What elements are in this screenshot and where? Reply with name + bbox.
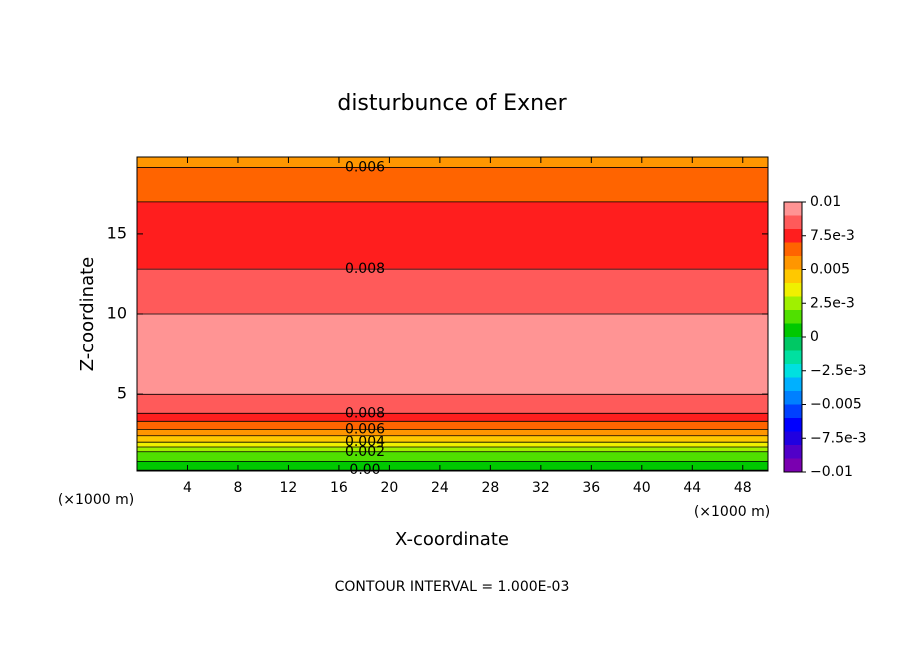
colorbar-tick-label: 0.005 <box>810 262 850 278</box>
contour-label: 0.008 <box>345 405 385 421</box>
colorbar-swatch <box>784 445 802 459</box>
contour-label: 0.008 <box>345 261 385 277</box>
contour-label: 0.00 <box>349 462 380 478</box>
colorbar-tick-label: 7.5e-3 <box>810 228 855 244</box>
x-tick-label: 24 <box>431 480 449 496</box>
colorbar-swatch <box>784 242 802 256</box>
x-unit: (×1000 m) <box>694 504 770 520</box>
contour-label: 0.004 <box>345 434 385 450</box>
contour-band <box>137 442 768 447</box>
colorbar-swatch <box>784 296 802 310</box>
colorbar-swatch <box>784 283 802 297</box>
colorbar-swatch <box>784 229 802 243</box>
contour-band <box>137 313 768 395</box>
contour-label: 0.002 <box>345 444 385 460</box>
contour-band <box>137 394 768 414</box>
contour-label: 0.006 <box>345 421 385 437</box>
footer: CONTOUR INTERVAL = 1.000E-03 <box>335 579 570 595</box>
colorbar-swatch <box>784 256 802 270</box>
contour-band <box>137 157 768 168</box>
colorbar-swatch <box>784 323 802 337</box>
colorbar-swatch <box>784 337 802 351</box>
x-unit: (×1000 m) <box>58 492 134 508</box>
x-tick-label: 16 <box>330 480 348 496</box>
colorbar-swatch <box>784 202 802 216</box>
x-tick-label: 48 <box>734 480 752 496</box>
contour-band <box>137 461 768 471</box>
colorbar-swatch <box>784 350 802 364</box>
colorbar-tick-label: 2.5e-3 <box>810 295 855 311</box>
colorbar-swatch <box>784 377 802 391</box>
colorbar-swatch <box>784 418 802 432</box>
contour-band <box>137 429 768 436</box>
x-tick-label: 44 <box>683 480 701 496</box>
contour-band <box>137 201 768 269</box>
x-tick-label: 4 <box>183 480 192 496</box>
colorbar-swatch <box>784 391 802 405</box>
contour-band <box>137 446 768 452</box>
chart-title: disturbunce of Exner <box>337 91 567 116</box>
colorbar-swatch <box>784 215 802 229</box>
colorbar-tick-label: 0.01 <box>810 194 841 210</box>
colorbar-tick-label: 0 <box>810 329 819 345</box>
colorbar-tick-label: −7.5e-3 <box>810 430 867 446</box>
contour-band <box>137 268 768 314</box>
contour-band <box>137 421 768 430</box>
x-tick-label: 20 <box>380 480 398 496</box>
colorbar-swatch <box>784 364 802 378</box>
colorbar-swatch <box>784 431 802 445</box>
colorbar-swatch <box>784 269 802 283</box>
y-tick-label: 15 <box>107 223 127 242</box>
y-axis-label: Z-coordinate <box>77 257 98 372</box>
colorbar-tick-label: −0.005 <box>810 397 862 413</box>
y-tick-label: 10 <box>107 304 127 323</box>
colorbar-tick-label: −2.5e-3 <box>810 363 867 379</box>
contour-label: 0.006 <box>345 159 385 175</box>
colorbar-swatch <box>784 404 802 418</box>
contour-band <box>137 167 768 202</box>
colorbar-tick-label: −0.01 <box>810 464 853 480</box>
x-tick-label: 36 <box>582 480 600 496</box>
y-tick-label: 5 <box>117 384 127 403</box>
x-tick-label: 40 <box>633 480 651 496</box>
colorbar-swatch <box>784 458 802 472</box>
contour-band <box>137 451 768 462</box>
contour-band <box>137 435 768 443</box>
x-tick-label: 28 <box>481 480 499 496</box>
colorbar-swatch <box>784 310 802 324</box>
x-axis-label: X-coordinate <box>395 529 509 550</box>
x-tick-label: 12 <box>280 480 298 496</box>
x-tick-label: 8 <box>233 480 242 496</box>
x-tick-label: 32 <box>532 480 550 496</box>
contour-band <box>137 413 768 422</box>
